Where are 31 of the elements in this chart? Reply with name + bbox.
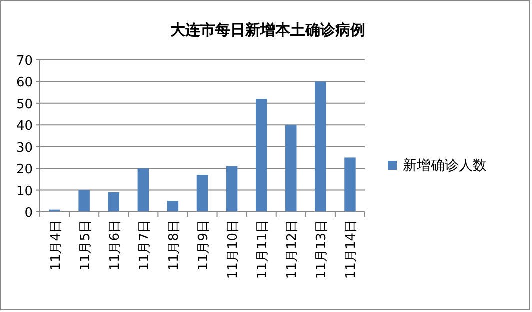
bar [196, 175, 208, 212]
y-tick-label: 30 [16, 140, 33, 156]
bar [167, 201, 179, 212]
bar [315, 82, 326, 212]
x-tick-label: 11月5日 [78, 220, 94, 271]
x-tick-label: 11月12日 [285, 220, 300, 280]
y-tick-label: 70 [16, 54, 33, 69]
y-tick-label: 10 [16, 184, 33, 200]
legend-label: 新增确诊人数 [403, 158, 487, 174]
x-tick-label: 11月11日 [256, 220, 271, 280]
x-tick-label: 11月14日 [344, 220, 360, 280]
y-tick-label: 0 [24, 206, 33, 221]
bar [78, 190, 90, 212]
bar [138, 168, 150, 212]
x-tick-label: 11月13日 [314, 220, 330, 280]
y-tick-label: 40 [16, 119, 33, 134]
x-tick-label: 11月10日 [226, 220, 242, 280]
y-tick-label: 50 [16, 97, 33, 112]
bar [108, 192, 120, 212]
chart-title: 大连市每日新增本土确诊病例 [170, 21, 366, 39]
bar [286, 125, 297, 212]
x-tick-label: 11月8日 [166, 220, 182, 271]
bar [344, 158, 356, 212]
y-tick-label: 20 [16, 162, 33, 178]
bar [226, 166, 238, 212]
x-tick-label: 11月4日 [48, 220, 64, 271]
x-tick-label: 11月7日 [137, 220, 152, 271]
x-tick-label: 11月6日 [108, 220, 123, 271]
bar [256, 99, 268, 212]
x-tick-label: 11月9日 [196, 220, 212, 271]
y-tick-label: 60 [16, 76, 33, 91]
